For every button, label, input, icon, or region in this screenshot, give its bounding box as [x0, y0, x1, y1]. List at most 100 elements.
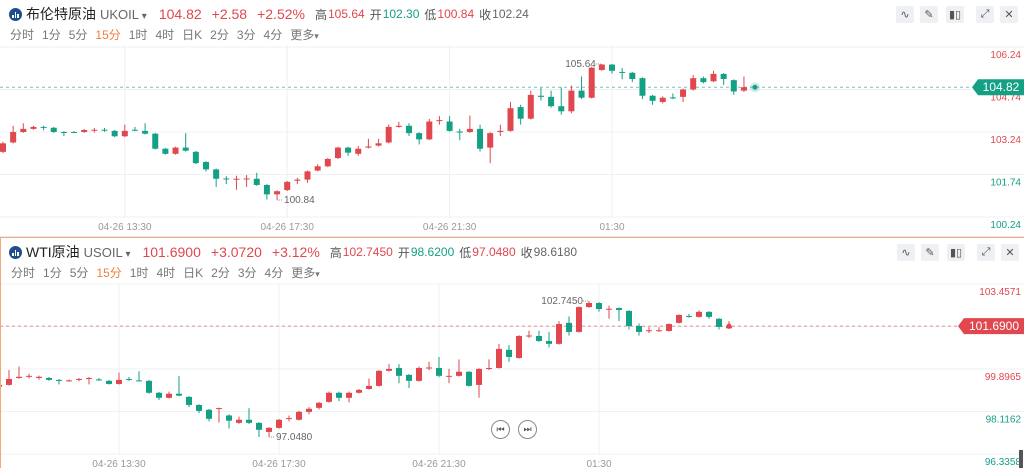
candle[interactable]	[596, 302, 602, 312]
candle[interactable]	[76, 377, 82, 382]
candle[interactable]	[336, 391, 342, 402]
candle[interactable]	[111, 130, 118, 138]
playback-prev-button[interactable]: ⏮	[491, 420, 510, 439]
candle[interactable]	[276, 419, 282, 429]
timeframe-tab[interactable]: 3分	[237, 266, 257, 280]
candle[interactable]	[256, 422, 262, 437]
candle[interactable]	[456, 128, 463, 141]
candle[interactable]	[527, 90, 534, 120]
candle[interactable]	[646, 327, 652, 334]
candle[interactable]	[395, 121, 402, 128]
candle[interactable]	[116, 372, 122, 385]
candle[interactable]	[316, 401, 322, 410]
candle[interactable]	[526, 330, 532, 338]
timeframe-tab[interactable]: 分时	[11, 266, 36, 280]
candle[interactable]	[706, 311, 712, 319]
candle[interactable]	[246, 408, 252, 424]
candle[interactable]	[355, 145, 362, 156]
candle[interactable]	[182, 133, 189, 152]
timeframe-tab[interactable]: 4时	[156, 266, 176, 280]
candle[interactable]	[456, 359, 462, 377]
candle[interactable]	[656, 327, 662, 332]
candle[interactable]	[690, 75, 697, 91]
chart-plot[interactable]: 106.24 104.74 103.24 101.74 100.24 04-26 13:3…	[0, 45, 1024, 233]
candle[interactable]	[146, 379, 152, 394]
candle[interactable]	[156, 391, 162, 400]
candle[interactable]	[263, 184, 270, 200]
candle[interactable]	[81, 128, 88, 133]
candle[interactable]	[606, 305, 612, 319]
candle[interactable]	[0, 384, 2, 388]
candle[interactable]	[497, 124, 504, 136]
candle[interactable]	[345, 146, 352, 156]
candle[interactable]	[196, 404, 202, 414]
candle[interactable]	[203, 161, 209, 172]
candle[interactable]	[176, 376, 182, 397]
chart-type-button[interactable]: ▮▯	[947, 244, 965, 261]
candle[interactable]	[284, 181, 291, 191]
candle[interactable]	[446, 368, 452, 384]
candle[interactable]	[131, 126, 138, 132]
candle[interactable]	[294, 177, 301, 185]
candle[interactable]	[436, 116, 443, 125]
candle[interactable]	[676, 314, 682, 324]
candle[interactable]	[71, 131, 78, 134]
candle[interactable]	[716, 318, 722, 330]
candle[interactable]	[253, 172, 260, 186]
candle[interactable]	[578, 76, 585, 100]
candle[interactable]	[306, 407, 312, 415]
timeframe-tab[interactable]: 分时	[10, 28, 35, 42]
timeframe-tab[interactable]: 4分	[264, 266, 284, 280]
candle[interactable]	[619, 67, 626, 80]
candle[interactable]	[598, 64, 605, 71]
draw-button[interactable]: ✎	[920, 6, 938, 23]
candle[interactable]	[507, 101, 514, 132]
candle[interactable]	[576, 306, 582, 333]
candle[interactable]	[296, 410, 302, 421]
candle[interactable]	[356, 388, 362, 394]
candle[interactable]	[546, 331, 552, 348]
close-button[interactable]: ✕	[1000, 6, 1018, 23]
candle[interactable]	[436, 356, 442, 378]
candle[interactable]	[609, 64, 615, 74]
candle[interactable]	[385, 124, 392, 144]
playback-next-button[interactable]: ⏭	[518, 420, 537, 439]
candle[interactable]	[226, 414, 232, 429]
candle[interactable]	[487, 132, 494, 164]
candle[interactable]	[142, 123, 149, 135]
candle[interactable]	[506, 345, 512, 362]
candle[interactable]	[636, 323, 642, 336]
candle[interactable]	[710, 70, 717, 83]
candle[interactable]	[639, 77, 646, 100]
close-button[interactable]: ✕	[1001, 244, 1019, 261]
timeframe-tab[interactable]: 1时	[129, 266, 149, 280]
candle[interactable]	[166, 391, 172, 399]
timeframe-tab[interactable]: 日K	[182, 28, 203, 42]
candle[interactable]	[616, 307, 622, 322]
candle[interactable]	[548, 90, 555, 108]
candle[interactable]	[416, 132, 423, 145]
timeframe-more-dropdown[interactable]: 更多	[291, 264, 320, 281]
candle[interactable]	[206, 409, 212, 422]
candle[interactable]	[375, 138, 382, 147]
candle[interactable]	[386, 364, 392, 372]
candle[interactable]	[6, 370, 12, 386]
candle[interactable]	[40, 125, 47, 131]
candle[interactable]	[324, 158, 331, 168]
indicator-button[interactable]: ∿	[896, 6, 914, 23]
candle[interactable]	[556, 321, 562, 345]
candle[interactable]	[243, 175, 250, 187]
candle[interactable]	[740, 76, 747, 93]
candle[interactable]	[517, 104, 524, 125]
candle[interactable]	[558, 87, 565, 115]
candle[interactable]	[669, 93, 676, 100]
timeframe-tab[interactable]: 5分	[69, 266, 89, 280]
timeframe-tab[interactable]: 5分	[68, 28, 88, 42]
candle[interactable]	[101, 128, 108, 132]
candle[interactable]	[36, 375, 42, 380]
symbol-code-dropdown[interactable]: USOIL	[84, 245, 131, 260]
symbol-code-dropdown[interactable]: UKOIL	[100, 7, 147, 22]
candle[interactable]	[477, 124, 484, 152]
candle[interactable]	[566, 316, 572, 336]
candle[interactable]	[720, 73, 727, 85]
